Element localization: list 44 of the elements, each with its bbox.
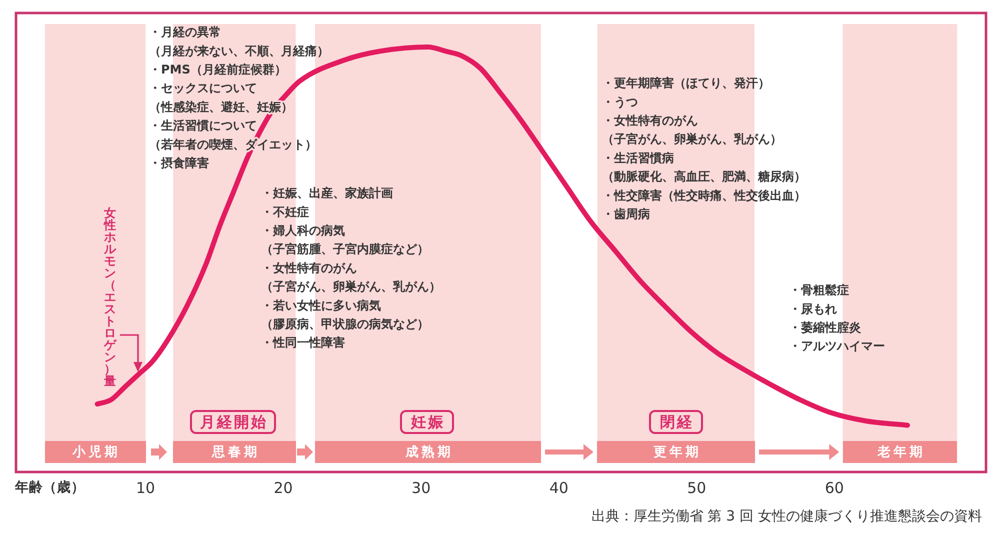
text: 女性ホルモン（エストロゲン）量: [104, 206, 116, 388]
annotation: ・妊娠、出産、家族計画: [261, 186, 393, 200]
annotation: ・アルツハイマー: [789, 339, 885, 354]
text: ・月経の異常: [149, 25, 221, 40]
annotation: ・婦人科の病気: [261, 224, 345, 238]
annotation: ・摂食障害: [149, 156, 209, 170]
annotation: 閉経: [660, 412, 694, 431]
x-tick-label: 40: [549, 478, 568, 497]
annotation: ・性交障害（性交時痛、性交後出血）: [602, 188, 806, 202]
annotation: 妊娠: [410, 412, 445, 431]
annotation: ・女性特有のがん: [261, 260, 357, 275]
annotation: ・PMS（月経前症候群）: [149, 62, 286, 77]
x-tick-label: 30: [412, 478, 431, 497]
annotation: （子宮がん、卵巣がん、乳がん）: [261, 280, 441, 294]
x-tick-label: 50: [687, 478, 706, 497]
annotation: ・セックスについて: [149, 81, 257, 96]
source-note: 出典：厚生労働省 第 3 回 女性の健康づくり推進懇談会の資料: [591, 508, 982, 525]
annotation: ・骨粗鬆症: [789, 283, 849, 298]
band-label: 思春期: [212, 444, 260, 462]
annotation: ・尿もれ: [789, 302, 837, 316]
annotation: （子宮がん、卵巣がん、乳がん）: [602, 132, 782, 146]
annotation: （動脈硬化、高血圧、肥満、糖尿病）: [602, 170, 806, 184]
x-tick-label: 20: [274, 478, 293, 497]
annotation: ・歯周病: [602, 207, 650, 222]
x-axis-title: 年齢（歳）: [14, 480, 85, 496]
annotation: ・うつ: [602, 94, 638, 109]
band-label: 成熟期: [405, 444, 454, 462]
band-label: 老年期: [877, 444, 926, 462]
annotation: ・女性特有のがん: [602, 114, 698, 128]
annotation: 月経開始: [199, 412, 268, 431]
annotation: ・生活習慣病: [602, 150, 674, 165]
annotation: （子宮筋腫、子宮内膜症など）: [261, 242, 429, 256]
x-tick-label: 60: [824, 478, 844, 497]
annotation: ・不妊症: [261, 204, 309, 219]
annotation: ・萎縮性腟炎: [789, 320, 862, 335]
band-label: 更年期: [653, 444, 702, 462]
annotation: ・性同一性障害: [261, 336, 345, 350]
annotation: （膠原病、甲状腺の病気など）: [261, 317, 429, 332]
annotation: ・若い女性に多い病気: [261, 298, 381, 312]
band-label: 小児期: [72, 444, 121, 462]
x-tick-label: 10: [136, 478, 156, 497]
annotation: ・生活習慣について: [149, 118, 257, 133]
annotation: （月経が来ない、不順、月経痛）: [149, 44, 329, 58]
annotation: ・更年期障害（ほてり、発汗）: [602, 76, 770, 90]
